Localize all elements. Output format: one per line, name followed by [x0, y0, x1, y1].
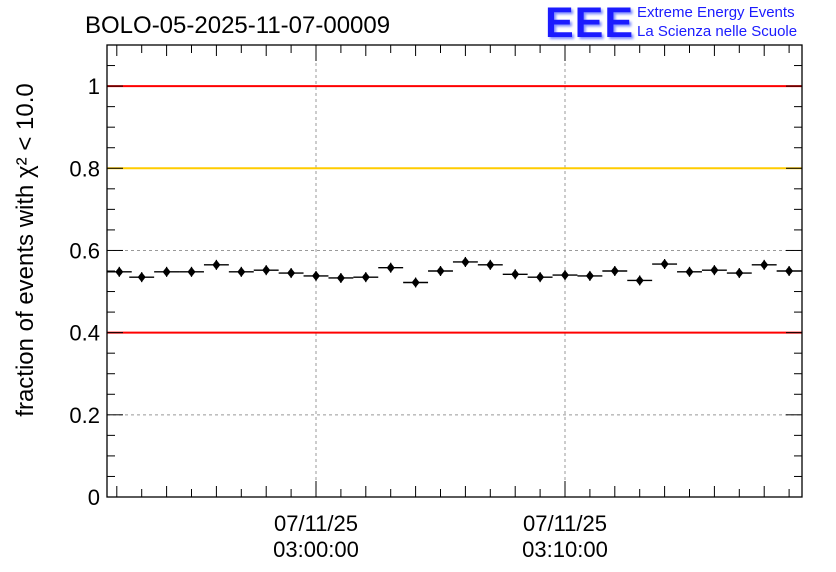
data-point — [287, 268, 296, 279]
data-point — [486, 259, 495, 270]
data-point — [511, 269, 520, 280]
data-point — [585, 270, 594, 281]
data-point — [262, 265, 271, 276]
data-point — [610, 266, 619, 276]
y-tick-label: 0.2 — [69, 403, 100, 428]
data-point — [785, 266, 794, 276]
plot-frame — [106, 44, 803, 498]
y-axis-label: fraction of events with χ² < 10.0 — [12, 83, 39, 416]
data-point — [212, 259, 221, 270]
axis-ticks — [107, 45, 802, 498]
y-tick-label: 1 — [88, 74, 100, 99]
eee-logo-shadow: EEE — [547, 2, 636, 44]
y-tick-label: 0.8 — [69, 156, 100, 181]
x-tick-label-date: 07/11/25 — [274, 511, 358, 536]
y-tick-label: 0.4 — [69, 321, 100, 346]
x-tick-label-time: 03:00:00 — [273, 537, 359, 562]
data-point — [237, 266, 246, 277]
eee-logo-letters: EEE — [545, 2, 634, 44]
data-point — [162, 266, 171, 277]
logo-line-2: La Scienza nelle Scuole — [637, 23, 798, 40]
data-point — [137, 272, 146, 283]
data-point — [735, 268, 744, 279]
data-point — [660, 259, 669, 270]
data-point — [635, 275, 644, 286]
eee-logo-text: Extreme Energy Events La Scienza nelle S… — [637, 3, 797, 41]
data-point — [685, 266, 694, 277]
data-point — [115, 266, 124, 277]
data-point — [561, 270, 569, 281]
logo-line-1: Extreme Energy Events — [637, 4, 795, 21]
data-point — [461, 256, 470, 267]
data-point — [336, 272, 345, 283]
y-tick-label: 0 — [88, 485, 100, 510]
data-point — [187, 266, 196, 277]
data-point — [436, 266, 445, 276]
data-point — [386, 262, 395, 273]
chart-title: BOLO-05-2025-11-07-00009 — [85, 12, 390, 39]
y-tick-label: 0.6 — [69, 238, 100, 263]
data-point — [411, 277, 420, 288]
x-tick-label-date: 07/11/25 — [523, 511, 607, 536]
data-point — [312, 270, 320, 281]
data-point — [760, 259, 769, 270]
data-point — [361, 272, 370, 283]
data-point — [710, 265, 719, 276]
y-tick-labels: 0 0.2 0.4 0.6 0.8 1 — [69, 74, 100, 510]
reference-lines — [107, 85, 802, 334]
data-point — [536, 272, 545, 283]
x-tick-label-time: 03:10:00 — [522, 537, 608, 562]
data-points — [107, 256, 802, 288]
eee-logo-icon: EEE EEE — [545, 2, 636, 44]
grid-lines — [107, 45, 802, 497]
